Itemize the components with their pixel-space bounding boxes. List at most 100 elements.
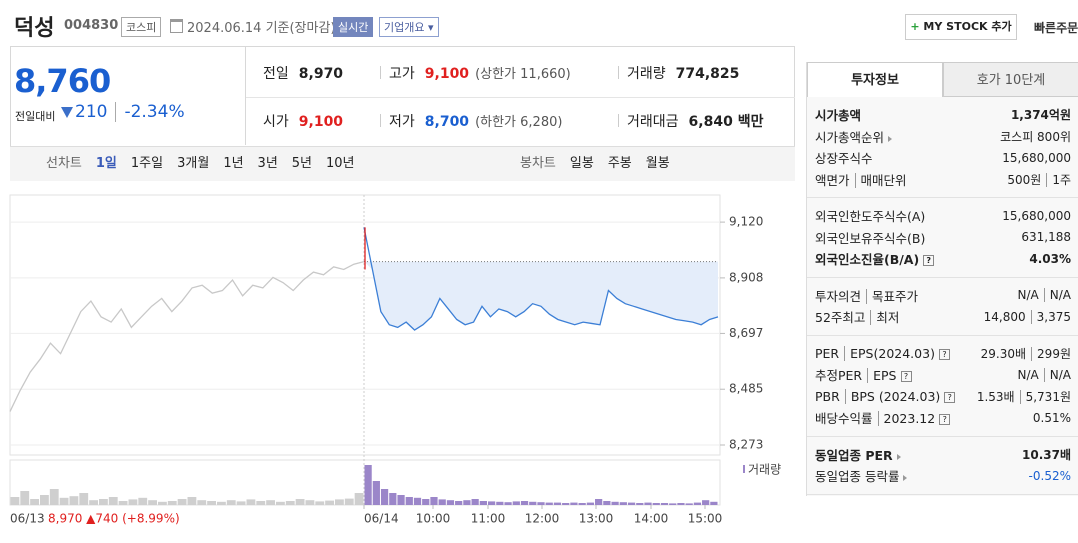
x-tick-label: 13:00 bbox=[579, 512, 614, 526]
label-part: 투자의견 bbox=[815, 288, 862, 304]
info-value: 15,680,000 bbox=[1002, 151, 1071, 165]
info-value: 1.53배 5,731원 bbox=[977, 388, 1071, 405]
info-value: 1,374억원 bbox=[1011, 106, 1071, 123]
label-part: 배당수익률 bbox=[815, 411, 873, 427]
value-part: 631,188 bbox=[1021, 230, 1071, 245]
tab[interactable]: 1주일 bbox=[130, 156, 164, 171]
volume-bar bbox=[389, 493, 397, 505]
overview-text: 기업개요 bbox=[384, 21, 425, 34]
label-part: 외국인한도주식수(A) bbox=[815, 209, 926, 225]
tab[interactable]: 3년 bbox=[257, 156, 278, 171]
volume-bar bbox=[49, 489, 59, 505]
tab[interactable]: 1일 bbox=[95, 156, 117, 171]
info-group: 동일업종 PER 10.37배 동일업종 등락률 -0.52% bbox=[807, 437, 1078, 495]
value-part: N/A bbox=[1017, 288, 1039, 303]
info-label: 액면가 매매단위 bbox=[815, 170, 907, 189]
volume-bar bbox=[627, 502, 636, 505]
info-row: 액면가 매매단위 500원 1주 bbox=[815, 169, 1071, 191]
volume-bar bbox=[636, 503, 644, 505]
info-label: 시가총액순위 bbox=[815, 127, 892, 146]
value-part: 15,680,000 bbox=[1002, 208, 1071, 223]
quick-order[interactable]: 빠른주문 bbox=[1034, 21, 1078, 35]
info-value: 0.51% bbox=[1033, 411, 1071, 425]
volume-bar bbox=[226, 500, 236, 505]
info-row: 외국인보유주식수(B) 631,188 bbox=[815, 227, 1071, 249]
tab[interactable]: 10년 bbox=[326, 156, 355, 171]
info-label: 동일업종 PER bbox=[815, 445, 901, 464]
info-label: 추정PER EPS bbox=[815, 365, 912, 384]
volume-bar bbox=[315, 501, 325, 505]
quote-cell: 거래량 774,825 bbox=[627, 63, 739, 83]
info-value: N/A N/A bbox=[1017, 367, 1071, 382]
info-label: 52주최고 최저 bbox=[815, 307, 900, 326]
market-badge: 코스피 bbox=[121, 17, 162, 37]
volume-bar bbox=[148, 500, 157, 505]
volume-bar bbox=[685, 503, 693, 505]
label-part: PBR bbox=[815, 388, 840, 404]
chart: 9,120 8,908 8,697 8,485 8,273 거래량 06/13 8,970 ▲… bbox=[9, 194, 781, 526]
label-part: 액면가 bbox=[815, 172, 850, 188]
quote-value: 774,825 bbox=[675, 66, 740, 82]
y-tick-label: 8,273 bbox=[729, 438, 763, 452]
info-tab[interactable]: 호가 10단계 bbox=[943, 62, 1078, 97]
volume-bar bbox=[167, 501, 177, 505]
mystock-text: MY STOCK 추가 bbox=[923, 20, 1012, 33]
tab[interactable]: 월봉 bbox=[645, 156, 670, 171]
volume-bar bbox=[99, 499, 108, 505]
mystock-button[interactable]: + MY STOCK 추가 bbox=[905, 14, 1017, 40]
label-part: 2023.12 bbox=[877, 411, 936, 427]
label-part: 동일업종 PER bbox=[815, 447, 893, 463]
divider bbox=[246, 97, 795, 98]
info-tab[interactable]: 투자정보 bbox=[807, 62, 943, 97]
volume-bar bbox=[380, 489, 389, 505]
info-row: 52주최고 최저 14,800 3,375 bbox=[815, 306, 1071, 328]
volume-bar bbox=[397, 495, 405, 505]
volume-bar bbox=[487, 501, 496, 505]
y-tick-label: 8,485 bbox=[729, 382, 763, 396]
volume-bar bbox=[520, 501, 529, 505]
volume-bar bbox=[619, 502, 627, 505]
volume-bar bbox=[305, 500, 315, 505]
x-tick-label: 12:00 bbox=[525, 512, 560, 526]
tab[interactable]: 일봉 bbox=[569, 156, 594, 171]
value-part: 29.30배 bbox=[980, 346, 1027, 361]
tab[interactable]: 5년 bbox=[291, 156, 313, 171]
tab[interactable]: 1년 bbox=[223, 156, 244, 171]
quote-value: 8,970 bbox=[298, 66, 344, 82]
info-row: 시가총액순위 코스피 800위 bbox=[815, 126, 1071, 148]
value-part: -0.52% bbox=[1028, 468, 1071, 483]
divider bbox=[245, 46, 246, 145]
volume-bar bbox=[595, 499, 603, 505]
info-value: 4.03% bbox=[1029, 252, 1071, 266]
tab[interactable]: 3개월 bbox=[177, 156, 210, 171]
candle-tabs: 봉차트 일봉 주봉 월봉 bbox=[520, 147, 684, 181]
value-part: 1,374억원 bbox=[1010, 108, 1071, 123]
volume-bar bbox=[295, 499, 305, 505]
change-pct: -2.34% bbox=[115, 102, 185, 122]
label-part: 시가총액순위 bbox=[815, 129, 885, 145]
overview-button[interactable]: 기업개요 ▾ bbox=[379, 17, 439, 37]
volume-bar bbox=[372, 481, 380, 505]
info-row: 외국인한도주식수(A) 15,680,000 bbox=[815, 205, 1071, 227]
value-part: N/A bbox=[1017, 367, 1039, 382]
x-tick-label: 15:00 bbox=[688, 512, 723, 526]
volume-bar bbox=[463, 500, 471, 505]
label-part: 시가총액 bbox=[815, 108, 862, 124]
quote-label: 거래대금 bbox=[627, 114, 679, 130]
volume-bar bbox=[30, 499, 39, 505]
value-part: 4.03% bbox=[1029, 251, 1071, 266]
tab[interactable]: 주봉 bbox=[607, 156, 632, 171]
value-part: 1.53배 bbox=[976, 389, 1015, 404]
realtime-badge[interactable]: 실시간 bbox=[333, 17, 374, 37]
label-part: EPS bbox=[867, 368, 897, 384]
label-part: 동일업종 등락률 bbox=[815, 469, 900, 485]
volume-bar bbox=[335, 499, 344, 505]
quote-label: 저가 bbox=[389, 114, 415, 130]
info-label: PER EPS(2024.03) bbox=[815, 345, 950, 361]
info-group: 시가총액 1,374억원 시가총액순위 코스피 800위 상장주식수 15,680,000… bbox=[807, 97, 1078, 198]
volume-bar bbox=[325, 500, 334, 505]
